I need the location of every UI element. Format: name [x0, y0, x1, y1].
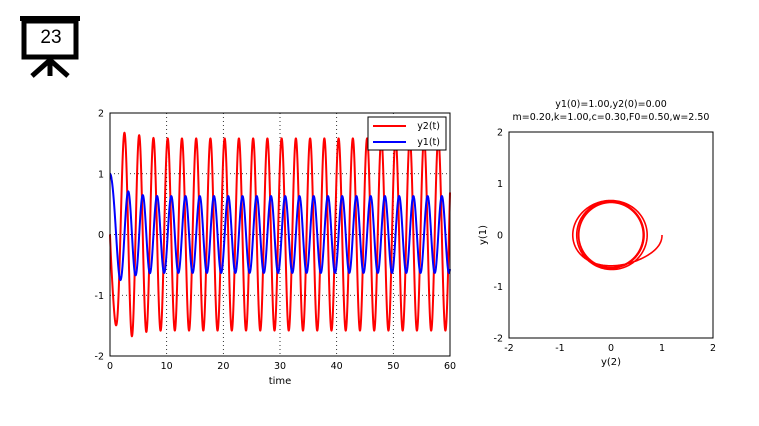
series-lines: [109, 131, 451, 338]
series-line-y2: [109, 131, 451, 338]
series-lines: [571, 199, 663, 271]
x-tick-label: -2: [504, 343, 513, 354]
x-tick-label: 10: [161, 361, 173, 372]
x-tick-label: 0: [608, 343, 614, 354]
x-tick-label: 40: [331, 361, 343, 372]
y-tick-label: 0: [98, 230, 104, 241]
y-tick-label: 0: [497, 231, 503, 242]
y-tick-label: -1: [95, 291, 104, 302]
y-tick-label: 2: [497, 128, 503, 139]
x-tick-label: 1: [659, 343, 665, 354]
x-tick-label: -1: [555, 343, 564, 354]
y-tick-label: 1: [497, 179, 503, 190]
presentation-board-icon: [20, 16, 80, 78]
y-tick-label: -1: [494, 282, 503, 293]
x-tick-label: 50: [387, 361, 399, 372]
legend-label-y1: y1(t): [417, 137, 440, 148]
y-axis-label: y(1): [478, 225, 489, 245]
y-tick-label: -2: [494, 334, 503, 345]
plot-frame: [109, 112, 451, 357]
x-tick-label: 60: [444, 361, 456, 372]
x-tick-label: 30: [274, 361, 286, 372]
legend: y2(t) y1(t): [367, 116, 447, 151]
tick-labels: -2 -1 0 1 2 -2 -1 0 1 2: [494, 128, 717, 355]
phase-title: y1(0)=1.00,y2(0)=0.00: [555, 99, 667, 110]
legend-box: [367, 116, 447, 151]
tick-labels: 0 10 20 30 40 50 60 -2 -1 0 1 2: [95, 109, 457, 373]
legend-label-y2: y2(t): [417, 121, 440, 132]
x-axis-label: time: [269, 376, 292, 387]
x-tick-label: 2: [710, 343, 716, 354]
y-tick-label: -2: [95, 352, 104, 363]
phase-subtitle: m=0.20,k=1.00,c=0.30,F0=0.50,w=2.50: [513, 112, 710, 123]
x-tick-label: 0: [107, 361, 113, 372]
plot-frame: [508, 131, 714, 339]
y-tick-label: 2: [98, 109, 104, 120]
y-tick-label: 1: [98, 169, 104, 180]
series-line-y1: [109, 172, 451, 282]
slide-number: 23: [40, 27, 62, 48]
x-tick-label: 20: [217, 361, 229, 372]
phase-curve: [571, 199, 663, 271]
x-axis-label: y(2): [601, 357, 621, 368]
